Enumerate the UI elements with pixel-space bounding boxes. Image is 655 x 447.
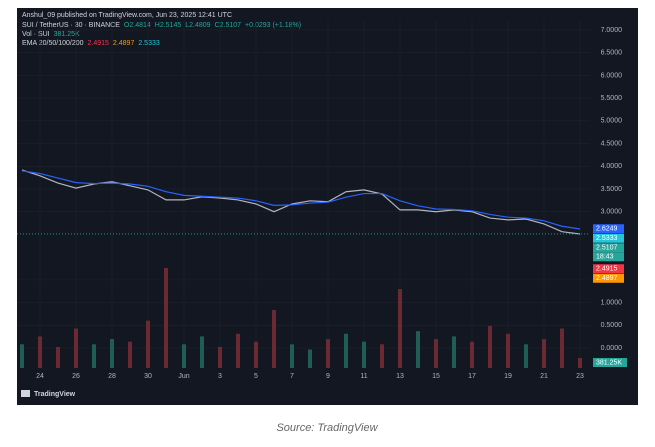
volume-bar — [506, 333, 510, 368]
y-tick-label: 3.0000 — [601, 209, 623, 216]
y-tick-label: 1.0000 — [601, 299, 623, 306]
volume-label: 381.25K — [596, 359, 622, 366]
legend-item: L2.4809 — [185, 22, 210, 29]
x-tick-label: 9 — [326, 373, 330, 380]
y-tick-label: 6.0000 — [601, 72, 623, 79]
volume-bar — [308, 349, 312, 368]
x-tick-label: 7 — [290, 373, 294, 380]
volume-label-box — [593, 358, 627, 367]
volume-bar — [182, 344, 186, 368]
volume-bar — [272, 310, 276, 368]
x-tick-label: 30 — [144, 373, 152, 380]
y-tick-label: 5.5000 — [601, 95, 623, 102]
volume-bar — [398, 289, 402, 368]
x-tick-label: 28 — [108, 373, 116, 380]
volume-bar — [146, 320, 150, 368]
legend-item: C2.5107 — [215, 22, 242, 29]
price-label: 2.5333 — [596, 235, 618, 242]
price-label-box — [593, 233, 624, 243]
x-tick-label: 5 — [254, 373, 258, 380]
y-tick-label: 3.5000 — [601, 186, 623, 193]
volume-bar — [254, 341, 258, 368]
y-tick-label: 5.0000 — [601, 118, 623, 125]
x-tick-label: 13 — [396, 373, 404, 380]
legend-item: 381.25K — [54, 31, 80, 38]
volume-bar — [20, 344, 24, 368]
x-tick-label: 11 — [360, 373, 367, 380]
volume-bar — [524, 344, 528, 368]
volume-bar — [200, 336, 204, 368]
x-tick-label: 3 — [218, 373, 222, 380]
volume-bar — [110, 339, 114, 368]
volume-bar — [56, 346, 60, 368]
footer-logo: TradingView — [34, 391, 76, 398]
volume-bar — [362, 341, 366, 368]
volume-bar — [470, 341, 474, 368]
legend-item: O2.4814 — [124, 22, 151, 29]
x-tick-label: 15 — [432, 373, 440, 380]
price-label: 2.5107 — [596, 245, 618, 252]
header: Anshul_09 published on TradingView.com, … — [22, 12, 232, 19]
price-label-box — [593, 224, 624, 234]
volume-bar — [452, 336, 456, 368]
price-label-box — [593, 243, 624, 253]
x-tick-label: 19 — [504, 373, 512, 380]
price-label: 2.4897 — [596, 275, 618, 282]
x-tick-label: 23 — [576, 373, 584, 380]
price-label-box — [593, 264, 624, 274]
legend-item: H2.5145 — [155, 22, 182, 29]
volume-bar — [218, 346, 222, 368]
y-tick-label: 0.5000 — [601, 322, 623, 329]
x-tick-label: 17 — [468, 373, 476, 380]
volume-bar — [578, 357, 582, 368]
volume-bar — [38, 336, 42, 368]
legend-item: SUI / TetherUS · 30 · BINANCE — [22, 22, 120, 29]
volume-bar — [74, 328, 78, 368]
legend-item: EMA 20/50/100/200 — [22, 40, 84, 47]
x-tick-label: Jun — [178, 373, 189, 380]
caption: Source: TradingView — [276, 422, 378, 434]
volume-bar — [542, 339, 546, 368]
price-label: 2.4915 — [596, 266, 618, 273]
countdown-box — [593, 252, 624, 262]
x-tick-label: 26 — [72, 373, 80, 380]
y-tick-label: 4.5000 — [601, 140, 623, 147]
volume-bar — [92, 344, 96, 368]
legend-item: Vol · SUI — [22, 31, 50, 38]
legend-item: 2.5333 — [138, 40, 160, 47]
price-line — [21, 169, 581, 235]
legend-item: 2.4915 — [88, 40, 110, 47]
countdown: 18:43 — [596, 254, 614, 261]
legend-item: +0.0293 (+1.18%) — [245, 22, 301, 29]
volume-bar — [128, 341, 132, 368]
y-tick-label: 4.0000 — [601, 163, 623, 170]
logo-icon — [21, 390, 30, 397]
legend-item: 2.4897 — [113, 40, 135, 47]
volume-bar — [344, 333, 348, 368]
y-tick-label: 7.0000 — [601, 27, 623, 34]
chart-panel — [17, 8, 638, 405]
x-tick-label: 24 — [36, 373, 44, 380]
volume-bar — [560, 328, 564, 368]
price-line — [21, 170, 581, 230]
volume-bar — [488, 325, 492, 368]
y-tick-label: 0.0000 — [601, 345, 623, 352]
y-tick-label: 6.5000 — [601, 50, 623, 57]
volume-bar — [326, 339, 330, 368]
volume-bar — [380, 344, 384, 368]
price-label: 2.6249 — [596, 226, 618, 233]
volume-bar — [164, 268, 168, 368]
volume-bar — [290, 344, 294, 368]
volume-bar — [236, 333, 240, 368]
volume-bar — [434, 339, 438, 368]
volume-bar — [416, 331, 420, 368]
price-label-box — [593, 273, 624, 283]
x-tick-label: 21 — [540, 373, 548, 380]
